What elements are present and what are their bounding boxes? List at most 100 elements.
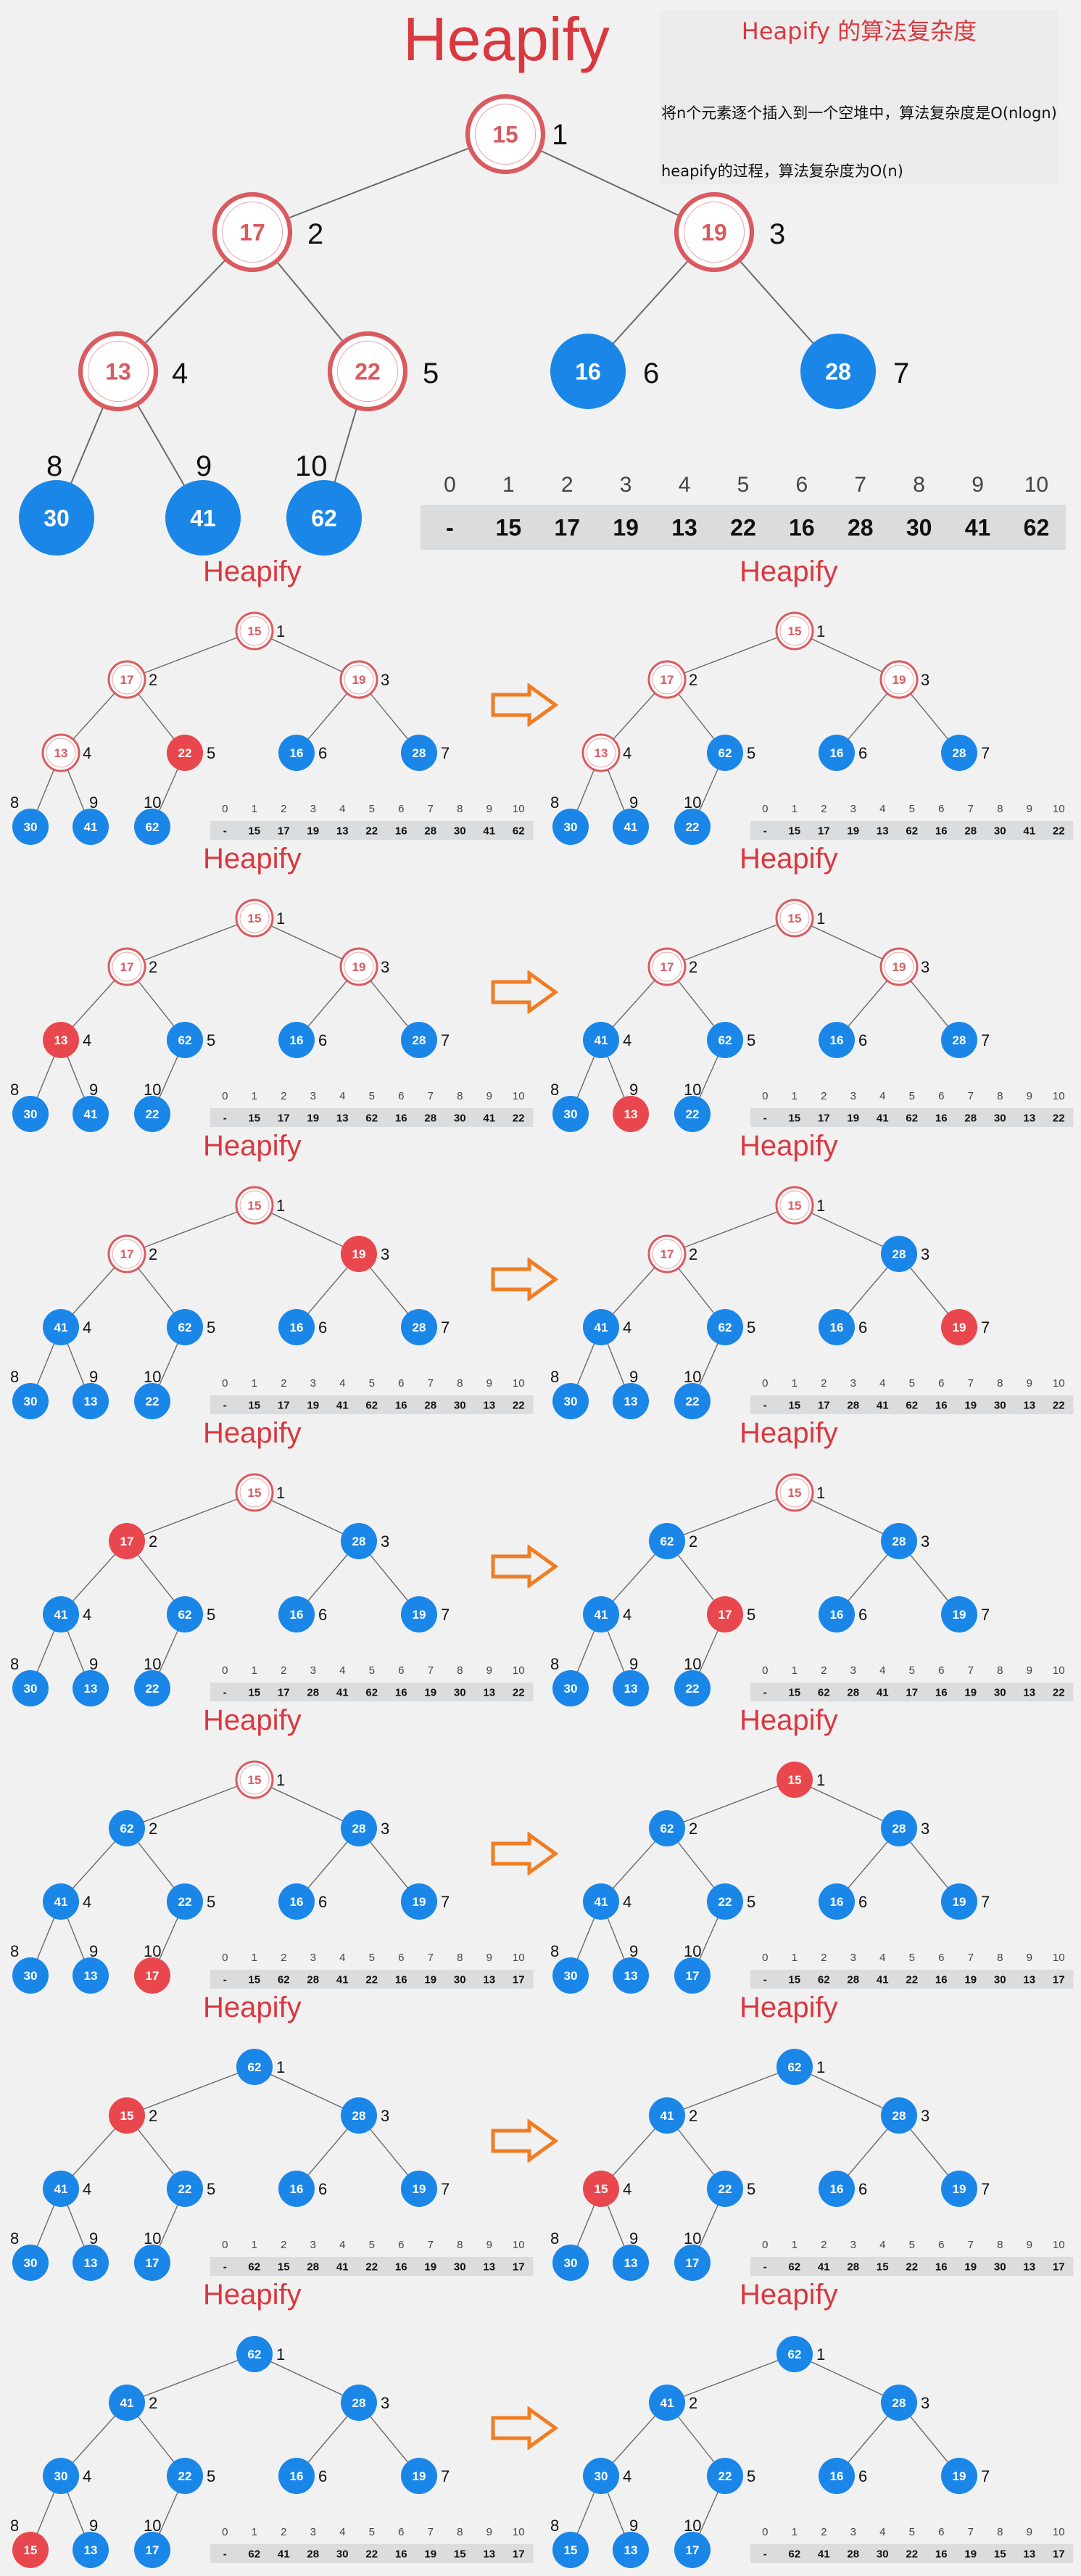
main-array-index: 8 <box>913 473 925 497</box>
node-value: 30 <box>564 2256 578 2270</box>
node-value: 41 <box>595 1608 608 1622</box>
step-array-value: 41 <box>1023 825 1035 837</box>
step-node-6: 16 6 <box>819 1022 867 1058</box>
node-index: 7 <box>981 2467 990 2485</box>
node-value: 30 <box>44 505 70 532</box>
node-index: 1 <box>276 2345 285 2364</box>
step-array-index: 2 <box>821 2526 827 2538</box>
node-value: 17 <box>120 673 134 687</box>
node-value: 22 <box>718 1895 732 1909</box>
node-value: 62 <box>178 1608 192 1622</box>
step-array-value: 13 <box>1023 2261 1035 2273</box>
step-array-value: 30 <box>994 1973 1006 1986</box>
step-array-value: 17 <box>513 2261 525 2273</box>
arrow-shape <box>491 1832 559 1875</box>
node-circle <box>583 1022 619 1058</box>
step-array-value: 15 <box>454 2548 466 2560</box>
node-circle <box>649 2385 685 2421</box>
main-node-10: 62 10 <box>286 450 362 556</box>
node-circle <box>109 2097 145 2134</box>
step-array-value: 22 <box>365 825 378 837</box>
main-array-value: 30 <box>906 515 932 541</box>
step-array-value: - <box>763 1973 767 1986</box>
node-circle <box>73 809 109 845</box>
step-array-index: 0 <box>762 1664 768 1677</box>
step-node-5: 62 5 <box>167 1596 215 1632</box>
step-array-value: 17 <box>1053 1973 1065 1986</box>
step-node-1: 62 1 <box>776 2336 825 2372</box>
step-array-value: 13 <box>483 1973 495 1986</box>
node-index: 5 <box>207 1031 215 1049</box>
step-array-index: 3 <box>850 2526 856 2538</box>
node-circle <box>613 2245 649 2281</box>
node-index: 3 <box>921 671 929 689</box>
step-array-index: 9 <box>1027 803 1032 815</box>
heapify-step-4-right: Heapify 15 1 62 2 28 3 41 4 17 5 16 6 19 7 30 8 13 9 22 10 0-… <box>540 1417 1080 1707</box>
step-array-value: 28 <box>847 1686 859 1698</box>
node-value: 16 <box>830 746 844 760</box>
node-circle <box>819 735 855 771</box>
step-array-value: 62 <box>788 2548 800 2560</box>
node-value: 22 <box>686 1107 700 1121</box>
step-array-index: 5 <box>909 803 915 815</box>
step-array-index: 6 <box>938 1090 944 1102</box>
panel-title: Heapify <box>203 843 302 875</box>
step-edge <box>254 2353 360 2403</box>
node-circle <box>775 1473 814 1512</box>
node-index: 8 <box>10 1081 19 1099</box>
node-value: 30 <box>24 1395 38 1408</box>
node-value: 16 <box>830 2469 844 2483</box>
node-circle <box>776 2049 813 2085</box>
main-array-index: 6 <box>796 473 808 497</box>
node-index: 9 <box>89 2229 98 2247</box>
node-circle <box>879 947 919 986</box>
next-step-arrow <box>491 1545 559 1588</box>
step-array-index: 0 <box>222 2239 228 2251</box>
node-value: 17 <box>718 1608 732 1622</box>
step-node-4: 13 4 <box>43 1022 91 1058</box>
step-array-index: 9 <box>486 1090 492 1102</box>
main-array-value: 62 <box>1024 515 1050 541</box>
step-array-index: 0 <box>762 1090 768 1102</box>
step-node-8: 30 8 <box>550 1942 589 1994</box>
node-index: 4 <box>83 1606 91 1624</box>
step-array-value: 41 <box>336 1686 349 1698</box>
node-inner-ring <box>344 951 374 982</box>
node-index: 6 <box>318 2180 327 2198</box>
node-index: 4 <box>623 744 631 762</box>
step-array-index: 4 <box>339 1377 345 1390</box>
step-array-index: 8 <box>457 803 463 815</box>
node-index: 5 <box>207 744 215 762</box>
step-edge <box>126 1779 255 1829</box>
node-circle <box>552 2245 589 2281</box>
node-value: 13 <box>84 1395 98 1408</box>
step-array-index: 5 <box>369 1664 375 1677</box>
step-array-band <box>210 1683 534 1701</box>
node-value: 13 <box>84 1682 98 1696</box>
step-array-value: 28 <box>424 1112 436 1124</box>
step-array-index: 7 <box>428 1952 434 1964</box>
step-node-8: 30 8 <box>550 1368 589 1419</box>
node-index: 3 <box>769 218 785 250</box>
step-node-10: 22 10 <box>134 1368 170 1419</box>
step-node-6: 16 6 <box>819 1883 867 1920</box>
panel-title: Heapify <box>740 1704 838 1736</box>
node-value: 15 <box>248 1199 262 1213</box>
node-value: 13 <box>624 1969 638 1983</box>
step-array-value: - <box>763 2548 767 2560</box>
step-node-3: 28 3 <box>881 1523 929 1559</box>
main-node-3: 19 3 <box>674 191 785 273</box>
node-index: 3 <box>921 1245 929 1263</box>
main-array-index: 9 <box>972 473 984 497</box>
node-value: 22 <box>686 1682 700 1696</box>
step-array-index: 2 <box>821 1952 827 1964</box>
step-node-1: 62 1 <box>236 2049 285 2085</box>
heapify-step-5-right: Heapify 15 1 62 2 28 3 41 4 22 5 16 6 19 7 30 8 13 9 17 10 0-… <box>540 1704 1080 1994</box>
step-array-index: 9 <box>1027 1090 1032 1102</box>
step-array-index: 7 <box>968 803 974 815</box>
step-edge <box>666 2066 795 2116</box>
node-circle <box>236 2049 273 2085</box>
node-index: 7 <box>981 1606 990 1624</box>
